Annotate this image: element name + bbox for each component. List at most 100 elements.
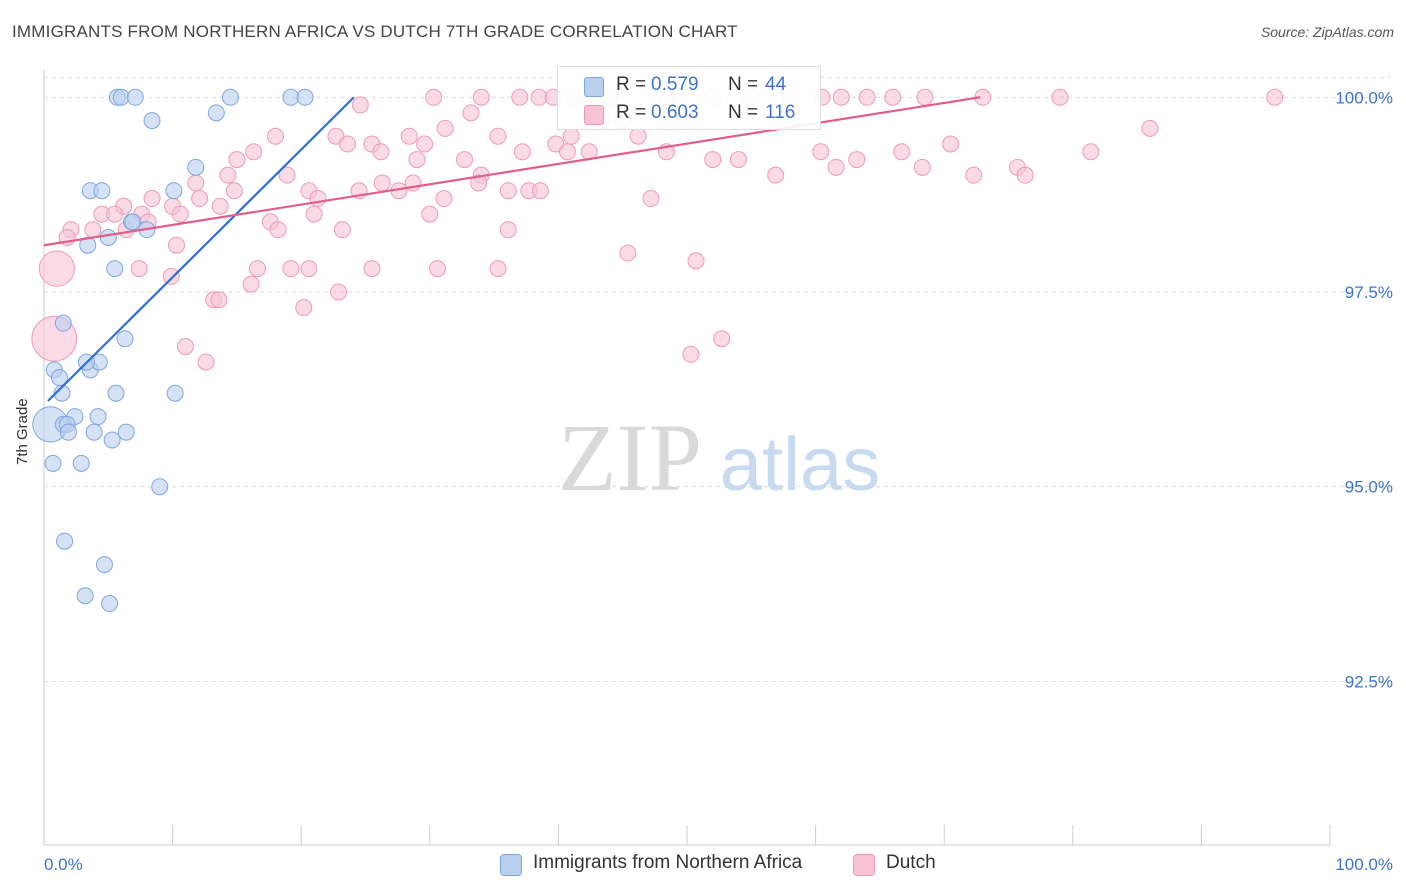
dutch-point — [351, 96, 369, 114]
northern-africa-point — [44, 454, 62, 472]
dutch-point — [848, 151, 866, 169]
dutch-point — [1016, 166, 1034, 184]
dutch-point — [329, 283, 347, 301]
gridlines — [44, 76, 1390, 682]
stats-legend: R = 0.579 N = 44 R = 0.603 N = 116 — [557, 66, 821, 130]
y-tick-label: 97.5% — [1345, 283, 1393, 302]
northern-africa-point — [107, 384, 125, 402]
legend-label: Immigrants from Northern Africa — [533, 852, 803, 873]
dutch-point — [767, 166, 785, 184]
dutch-point — [248, 260, 266, 278]
dutch-point — [187, 174, 205, 192]
dutch-point — [687, 252, 705, 270]
y-tick-label: 100.0% — [1335, 88, 1393, 107]
dutch-point — [489, 127, 507, 145]
northern-africa-point — [282, 88, 300, 106]
dutch-point — [1266, 88, 1284, 106]
northern-africa-point — [93, 182, 111, 200]
dutch-point — [436, 119, 454, 137]
dutch-point — [642, 190, 660, 208]
dutch-point — [713, 330, 731, 348]
dutch-point — [916, 88, 934, 106]
northern-africa-point — [221, 88, 239, 106]
dutch-point — [363, 260, 381, 278]
northern-africa-point — [72, 454, 90, 472]
dutch-point — [176, 338, 194, 356]
x-tick-label: 0.0% — [44, 855, 83, 874]
dutch-point — [167, 236, 185, 254]
dutch-point — [629, 127, 647, 145]
dutch-point — [704, 151, 722, 169]
dutch-point — [300, 260, 318, 278]
northern-africa-point — [124, 213, 142, 231]
northern-africa-point — [89, 408, 107, 426]
dutch-point — [245, 143, 263, 161]
dutch-point — [210, 291, 228, 309]
dutch-point — [162, 267, 180, 285]
dutch-point — [729, 151, 747, 169]
legend-r-label: R = — [616, 102, 647, 123]
legend-swatch-pink — [584, 105, 604, 125]
northern-africa-point — [103, 431, 121, 449]
northern-africa-point — [187, 158, 205, 176]
watermark: ZIP atlas — [558, 404, 880, 511]
dutch-point — [84, 221, 102, 239]
trendlines — [43, 96, 981, 402]
dutch-trendline — [43, 96, 981, 247]
dutch-point — [295, 299, 313, 317]
dutch-point — [558, 143, 576, 161]
northern-africa-point — [143, 112, 161, 130]
legend-row-northern-africa: R = 0.579 N = 44 — [558, 74, 820, 98]
northern-africa-point — [85, 423, 103, 441]
source-label: Source: ZipAtlas.com — [1260, 24, 1394, 40]
y-tick-label: 92.5% — [1345, 672, 1393, 691]
dutch-point — [38, 250, 75, 287]
legend-n-value: 116 — [765, 102, 796, 123]
dutch-point — [531, 182, 549, 200]
y-axis-label: 7th Grade — [14, 398, 31, 465]
dutch-point — [305, 205, 323, 223]
dutch-point — [884, 88, 902, 106]
legend-swatch-blue — [500, 854, 522, 876]
dutch-point — [462, 104, 480, 122]
dutch-point — [893, 143, 911, 161]
northern-africa-point — [101, 595, 119, 613]
dutch-point — [372, 143, 390, 161]
dutch-point — [489, 260, 507, 278]
dutch-point — [429, 260, 447, 278]
dutch-point — [511, 88, 529, 106]
dutch-point — [812, 143, 830, 161]
dutch-point — [278, 166, 296, 184]
dutch-point — [197, 353, 215, 371]
dutch-point — [282, 260, 300, 278]
northern-africa-point — [53, 384, 71, 402]
dutch-point — [333, 221, 351, 239]
northern-africa-point — [59, 423, 77, 441]
northern-africa-point — [99, 228, 117, 246]
northern-africa-point — [54, 314, 72, 332]
dutch-point — [266, 127, 284, 145]
dutch-point — [309, 190, 327, 208]
dutch-point — [1051, 88, 1069, 106]
dutch-point — [435, 190, 453, 208]
northern-africa-point — [56, 532, 74, 550]
dutch-point — [416, 135, 434, 153]
dutch-point — [499, 182, 517, 200]
dutch-point — [373, 174, 391, 192]
dutch-point — [191, 190, 209, 208]
northern-africa-point — [112, 88, 130, 106]
dutch-points — [31, 88, 1284, 371]
dutch-point — [106, 205, 124, 223]
dutch-point — [913, 158, 931, 176]
northern-africa-point — [207, 104, 225, 122]
northern-africa-trendline — [47, 96, 355, 402]
axes — [43, 70, 1331, 846]
dutch-point — [130, 260, 148, 278]
x-tick-labels: 0.0% 100.0% — [44, 855, 1393, 874]
northern-africa-point — [296, 88, 314, 106]
legend-n-value: 44 — [765, 74, 787, 95]
northern-africa-point — [151, 478, 169, 496]
northern-africa-point — [76, 587, 94, 605]
legend-label: Dutch — [886, 852, 936, 873]
